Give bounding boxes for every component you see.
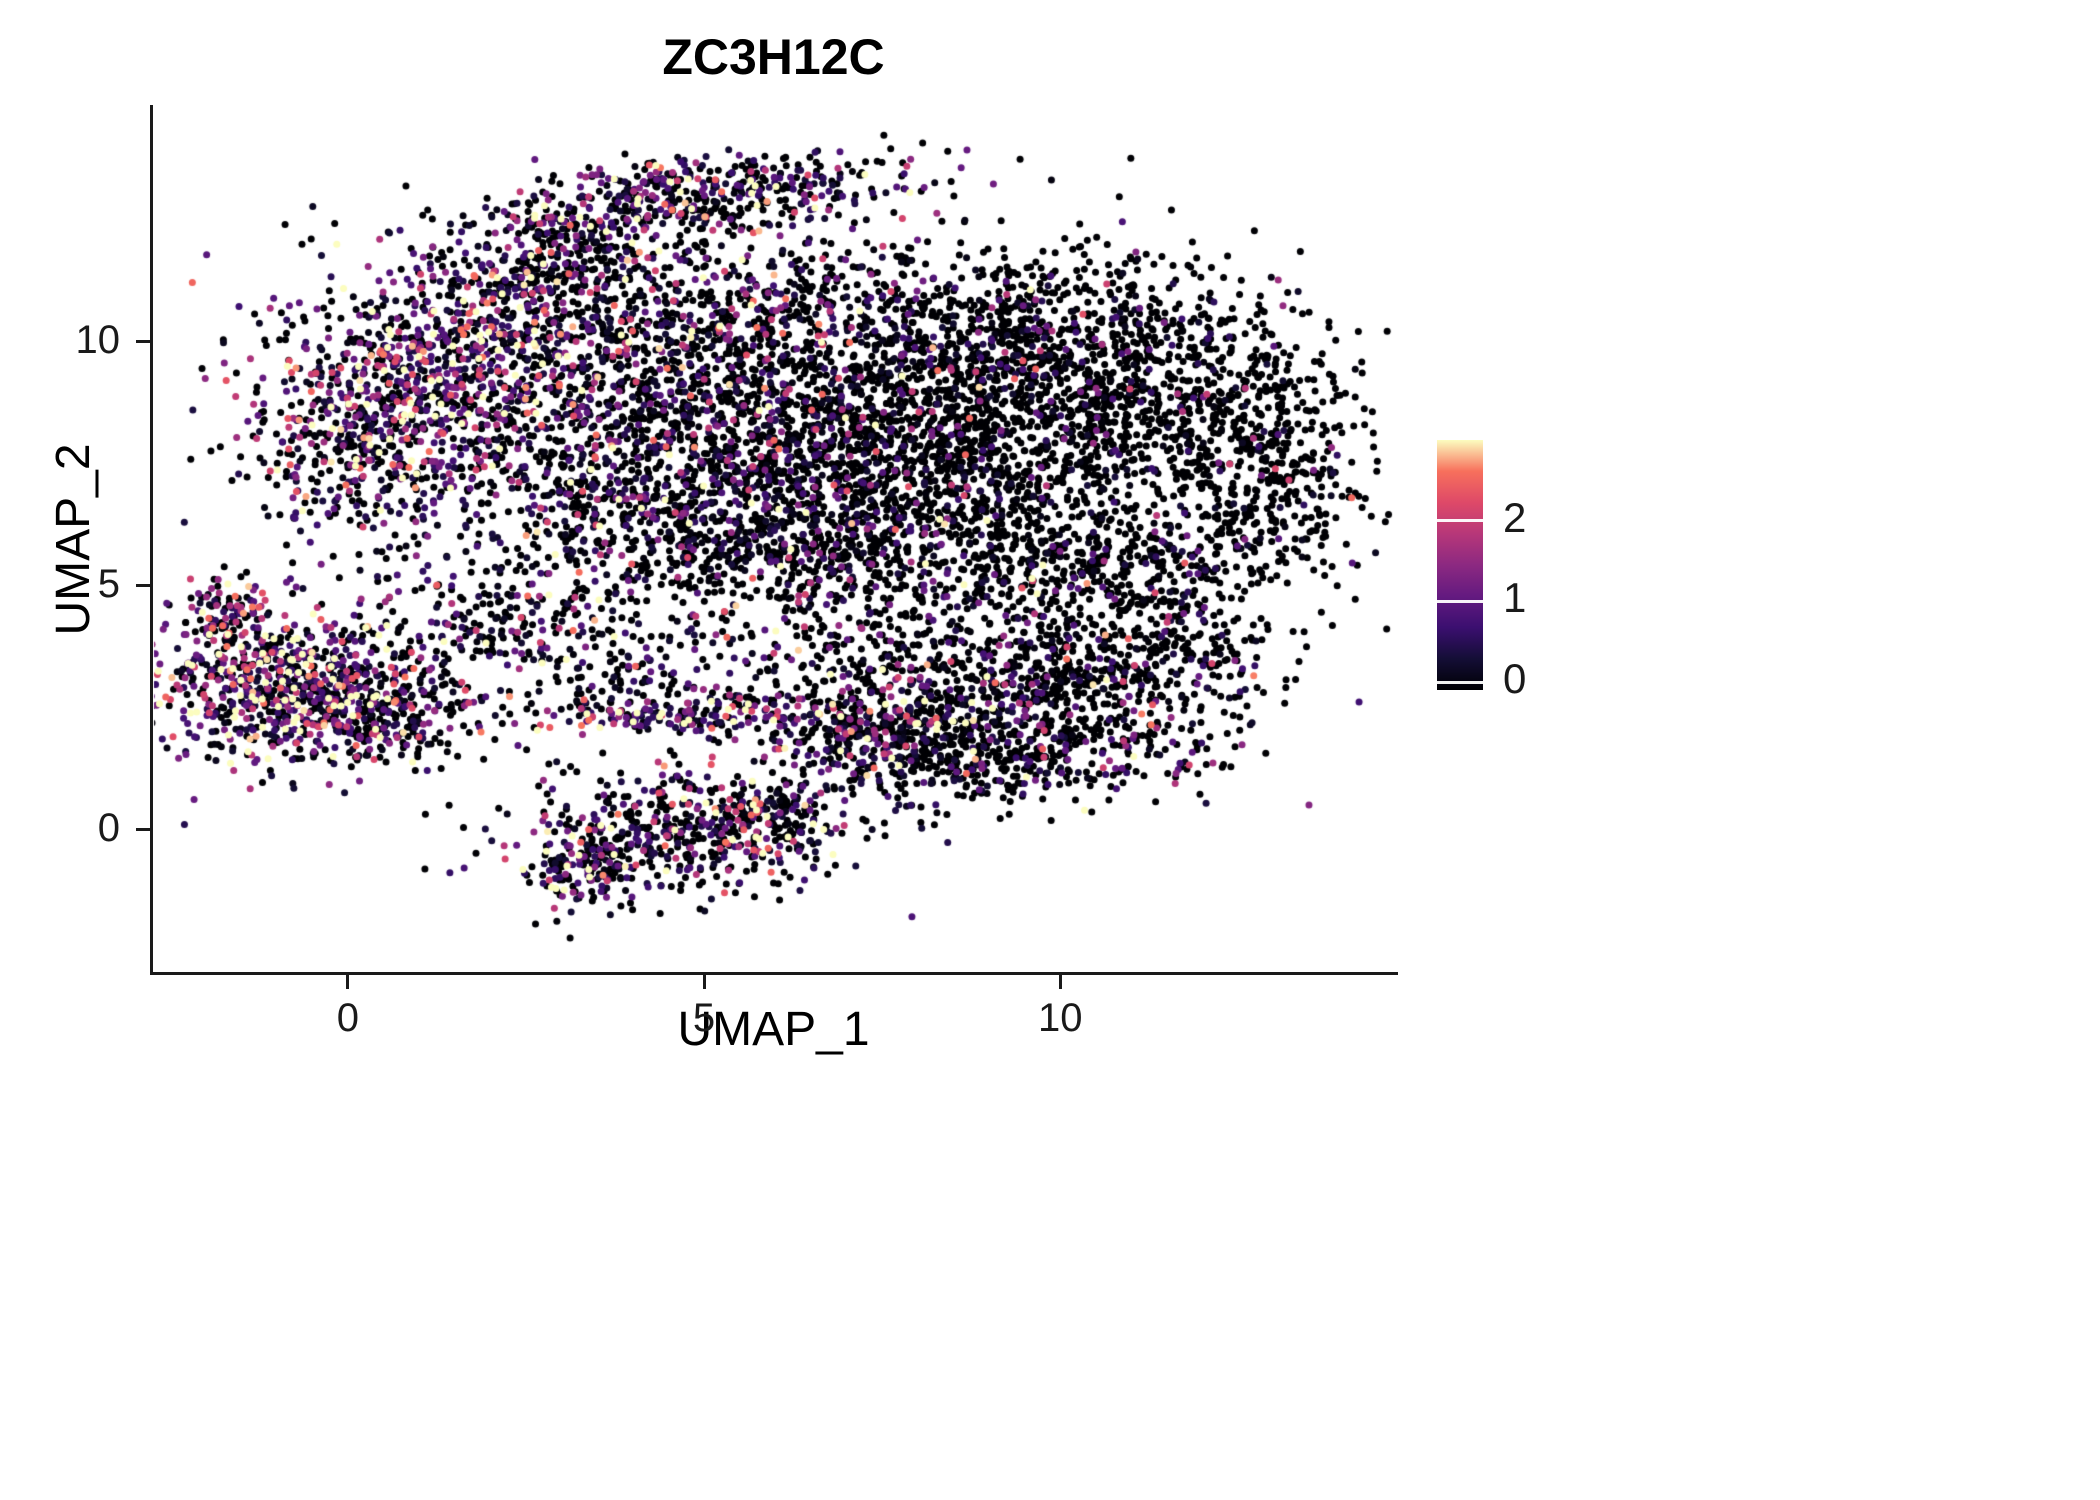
colorbar (1437, 440, 1483, 690)
colorbar-tick-label: 0 (1503, 655, 1527, 702)
colorbar-gradient (1437, 440, 1483, 690)
x-tick-mark (346, 975, 350, 989)
x-axis-label: UMAP_1 (677, 1003, 870, 1056)
y-tick-label: 5 (97, 561, 120, 606)
y-axis-line (150, 105, 153, 975)
x-axis-line (150, 972, 1398, 975)
x-tick-label: 10 (1037, 996, 1083, 1040)
colorbar-tick (1437, 680, 1483, 684)
x-tick-mark (702, 975, 706, 989)
colorbar-tick (1437, 519, 1483, 523)
x-tick-label: 0 (336, 996, 359, 1040)
y-tick-label: 10 (75, 317, 121, 362)
y-tick-mark (136, 584, 150, 588)
plot-title: ZC3H12C (662, 29, 885, 85)
x-tick-mark (1058, 975, 1062, 989)
colorbar-tick (1437, 599, 1483, 603)
y-tick-mark (136, 828, 150, 832)
colorbar-tick-label: 1 (1503, 574, 1527, 622)
y-tick-mark (136, 340, 150, 344)
y-tick-label: 0 (97, 805, 120, 850)
colorbar-tick-label: 2 (1503, 493, 1527, 541)
x-tick-label: 5 (692, 996, 716, 1040)
